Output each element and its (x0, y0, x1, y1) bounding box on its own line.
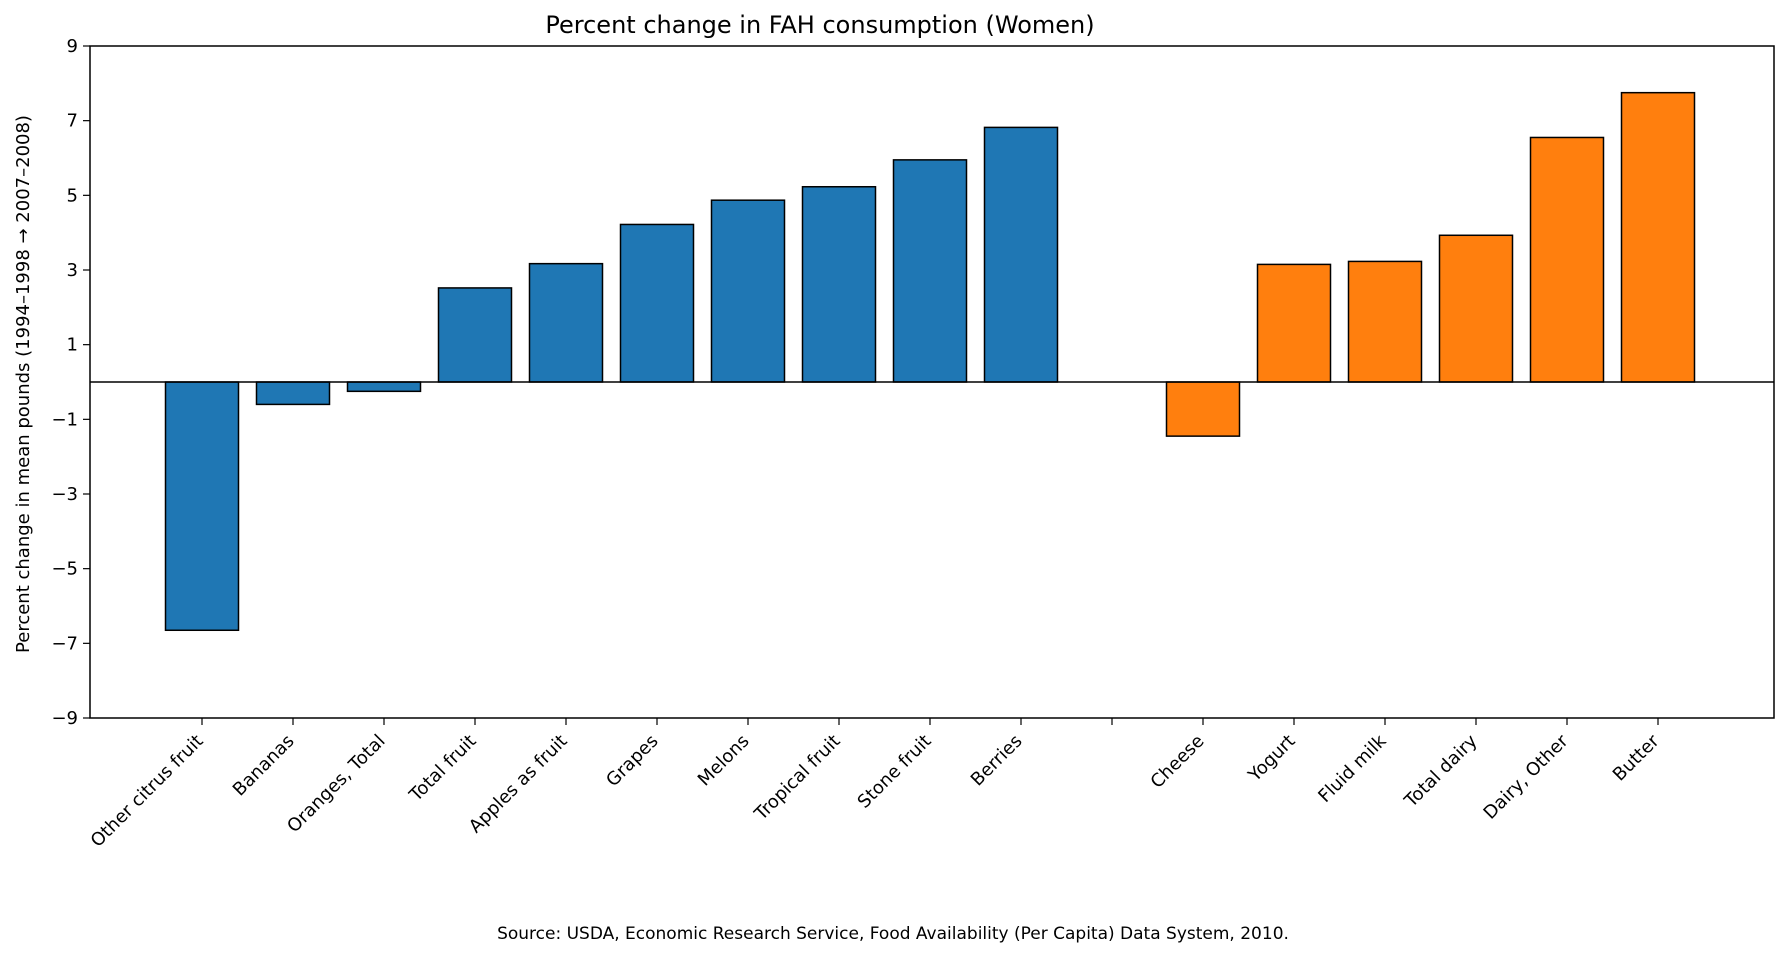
x-tick-label: Tropical fruit (750, 731, 845, 826)
y-tick-label: 9 (67, 36, 78, 57)
bar-apples-as-fruit (528, 262, 604, 383)
x-tick-label: Fluid milk (1314, 730, 1391, 807)
y-tick-label: 5 (67, 185, 78, 206)
bar-bananas (255, 381, 331, 406)
x-tick-label: Melons (694, 731, 754, 791)
x-tick-label: Butter (1609, 730, 1664, 785)
y-tick-label: 7 (67, 111, 78, 132)
y-axis-label: Percent change in mean pounds (1994–1998… (13, 115, 34, 653)
y-tick-label: −5 (51, 559, 78, 580)
y-tick-label: −3 (51, 484, 78, 505)
y-tick-label: 3 (67, 260, 78, 281)
bar-yogurt (1256, 263, 1332, 383)
bar-berries (983, 126, 1059, 383)
y-tick-label: 1 (67, 335, 78, 356)
x-tick-label: Berries (967, 731, 1027, 791)
x-tick-label: Cheese (1147, 731, 1209, 793)
bar-total-dairy (1438, 234, 1514, 383)
plot-frame (89, 45, 1775, 719)
bar-butter (1620, 91, 1696, 383)
y-tick-label: −9 (51, 708, 78, 729)
bar-grapes (619, 223, 695, 383)
bar-fluid-milk (1347, 260, 1423, 383)
x-tick-label: Oranges, Total (283, 731, 389, 837)
x-tick-label: Apples as fruit (465, 731, 572, 838)
bar-dairy-other (1529, 136, 1605, 383)
source-note: Source: USDA, Economic Research Service,… (497, 924, 1289, 944)
bars-layer (164, 91, 1696, 632)
bar-oranges-total (346, 381, 422, 393)
bar-stone-fruit (892, 159, 968, 383)
y-tick-label: −1 (51, 409, 78, 430)
x-tick-label: Total dairy (1400, 730, 1482, 812)
x-tick-label: Bananas (229, 731, 299, 801)
x-tick-label: Yogurt (1244, 731, 1300, 787)
y-axis-ticks: −9 −7 −5 −3 −1 1 3 5 7 9 (51, 36, 90, 729)
x-tick-label: Grapes (602, 731, 662, 791)
bar-other-citrus-fruit (164, 381, 240, 632)
bar-cheese (1165, 381, 1241, 437)
x-tick-label: Total fruit (405, 731, 481, 807)
x-tick-label: Stone fruit (854, 731, 936, 813)
y-tick-label: −7 (51, 633, 78, 654)
chart-title: Percent change in FAH consumption (Women… (545, 11, 1094, 39)
bar-tropical-fruit (801, 185, 877, 383)
x-tick-label: Dairy, Other (1480, 730, 1573, 823)
bar-total-fruit (437, 287, 513, 383)
bar-melons (710, 199, 786, 383)
x-tick-label: Other citrus fruit (87, 731, 208, 852)
